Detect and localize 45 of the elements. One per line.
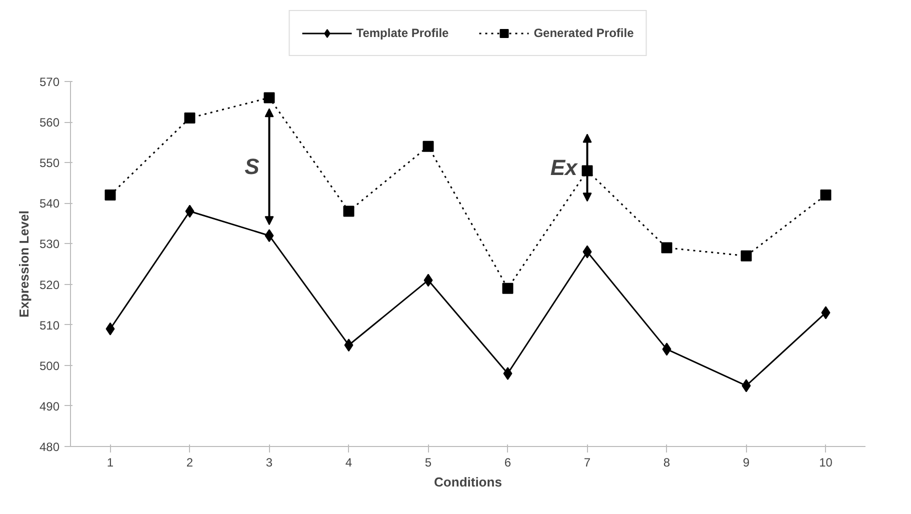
point xyxy=(264,229,274,242)
x-tick-label: 10 xyxy=(819,456,833,470)
annotation: S xyxy=(244,154,260,180)
x-tick-label: 8 xyxy=(663,456,670,470)
x-tick-label: 1 xyxy=(106,456,114,470)
point xyxy=(821,306,830,320)
legend-label: Template Profile xyxy=(356,26,449,40)
y-tick-label: 490 xyxy=(39,399,60,414)
point xyxy=(503,367,512,380)
x-tick-label: 5 xyxy=(424,456,432,470)
y-tick-label: 540 xyxy=(39,196,60,211)
y-tick-label: 510 xyxy=(39,318,60,332)
point xyxy=(740,250,752,262)
y-tick-label: 530 xyxy=(39,237,60,252)
point xyxy=(502,282,514,294)
y-tick-label: 520 xyxy=(39,278,60,292)
point xyxy=(184,112,196,124)
point xyxy=(742,379,751,392)
point xyxy=(343,206,354,217)
point xyxy=(662,342,672,356)
y-tick-label: 480 xyxy=(39,440,60,454)
point xyxy=(424,274,433,287)
x-axis-title: Conditions xyxy=(434,474,502,490)
point xyxy=(820,190,832,201)
y-tick-label: 500 xyxy=(39,358,60,373)
y-tick-label: 570 xyxy=(39,75,60,89)
point xyxy=(661,242,672,254)
x-tick-label: 6 xyxy=(504,456,512,470)
x-tick-label: 7 xyxy=(584,456,591,470)
x-tick-label: 2 xyxy=(186,456,194,470)
y-tick-label: 560 xyxy=(39,116,60,130)
annotation: Ex xyxy=(550,155,578,180)
y-tick-label: 550 xyxy=(39,156,60,170)
y-axis-title: Expression Level xyxy=(16,210,32,318)
legend-label: Generated Profile xyxy=(534,26,634,40)
point xyxy=(185,204,194,218)
point xyxy=(104,190,116,201)
x-tick-label: 3 xyxy=(266,456,273,470)
x-tick-label: 4 xyxy=(345,456,352,470)
point xyxy=(344,338,354,352)
point xyxy=(582,245,592,258)
x-tick-label: 9 xyxy=(742,456,750,470)
point xyxy=(264,92,275,104)
point xyxy=(422,140,434,152)
point xyxy=(106,322,115,336)
